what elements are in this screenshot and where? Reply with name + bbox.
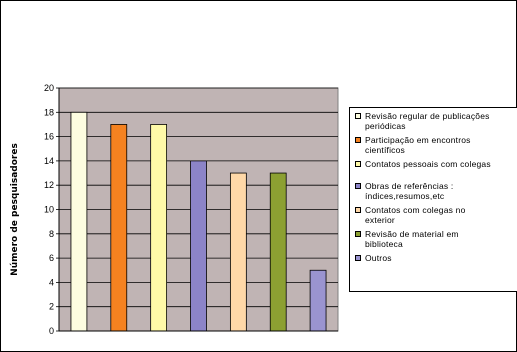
legend-label: Revisão de material em [365, 229, 459, 239]
y-tick-label: 0 [49, 326, 54, 336]
legend-swatch [355, 137, 361, 143]
y-tick-label: 20 [44, 83, 54, 93]
bar-4 [190, 160, 207, 332]
legend-label: Outros [365, 253, 392, 263]
legend-swatch [355, 113, 361, 119]
y-tick-label: 14 [44, 156, 54, 166]
legend: Revisão regular de publicações periódicas… [349, 107, 517, 292]
y-tick-label: 4 [49, 277, 54, 287]
y-axis-label: Número de pesquisadores [10, 143, 20, 276]
bar-5 [229, 172, 247, 332]
legend-label: exterior [365, 215, 395, 225]
legend-item-5: Contatos com colegas no exterior [355, 205, 517, 225]
y-tick-label: 18 [44, 107, 54, 117]
legend-label: biblioteca [365, 239, 403, 249]
y-axis-ticks: 0 2 4 6 8 10 12 14 16 18 20 [44, 83, 59, 336]
legend-item-7: Outros [355, 253, 517, 263]
legend-swatch [355, 161, 361, 167]
legend-label: Obras de referências : [365, 181, 454, 191]
legend-item-2: Participação em encontros científicos [355, 135, 517, 155]
y-tick-label: 8 [49, 229, 54, 239]
legend-swatch [355, 183, 361, 189]
legend-swatch [355, 255, 361, 261]
bar-3 [150, 124, 168, 332]
bar-1 [70, 111, 88, 332]
legend-label: Contatos com colegas no [365, 205, 466, 215]
y-tick-label: 6 [49, 253, 54, 263]
y-tick-label: 10 [44, 205, 54, 215]
legend-item-4: Obras de referências : índices,resumos,et… [355, 181, 517, 201]
legend-swatch [355, 231, 361, 237]
legend-label: Participação em encontros [365, 135, 471, 145]
legend-label: Revisão regular de publicações [365, 111, 490, 121]
legend-item-1: Revisão regular de publicações periódicas [355, 111, 517, 131]
y-tick-label: 12 [44, 180, 54, 190]
bar-2 [110, 124, 128, 332]
bar-7 [309, 269, 327, 332]
legend-item-3: Contatos pessoais com colegas [355, 159, 517, 169]
y-tick-label: 16 [44, 132, 54, 142]
legend-label: científicos [365, 145, 405, 155]
legend-label: índices,resumos,etc [365, 191, 445, 201]
legend-label: Contatos pessoais com colegas [365, 159, 491, 169]
y-tick-label: 2 [49, 302, 54, 312]
legend-item-6: Revisão de material em biblioteca [355, 229, 517, 249]
bar-6 [269, 172, 287, 332]
legend-label: periódicas [365, 121, 406, 131]
legend-swatch [355, 207, 361, 213]
